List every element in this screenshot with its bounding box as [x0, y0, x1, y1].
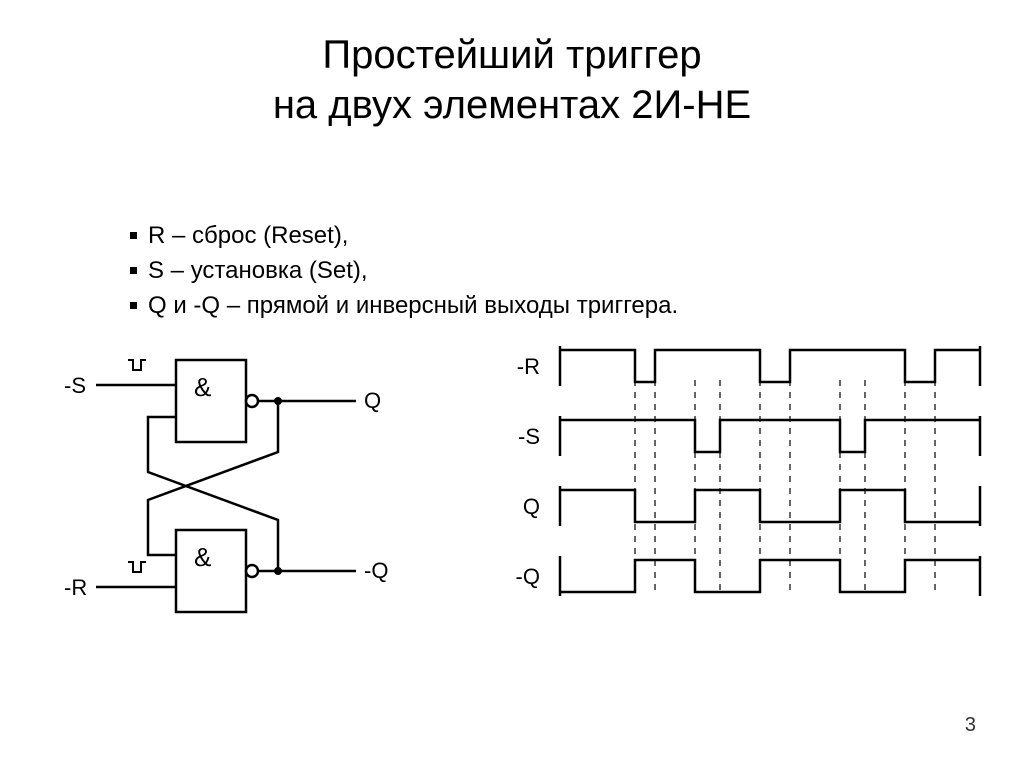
svg-text:-R: -R: [517, 354, 540, 379]
svg-text:Q: Q: [364, 388, 381, 413]
circuit-diagram: & & -S -R Q -Q: [56, 340, 396, 645]
title-line-2: на двух элементах 2И-НЕ: [273, 83, 751, 127]
timing-diagram: -R -S Q -Q: [490, 340, 1000, 645]
svg-text:&: &: [194, 372, 211, 402]
svg-text:-S: -S: [518, 424, 540, 449]
definition-list: R – сброс (Reset), S – установка (Set), …: [90, 219, 678, 323]
svg-text:&: &: [194, 542, 211, 572]
title-line-1: Простейший триггер: [322, 33, 701, 77]
bullet-q: Q и -Q – прямой и инверсный выходы тригг…: [130, 289, 678, 324]
bullet-s: S – установка (Set),: [130, 254, 678, 289]
svg-text:-R: -R: [64, 575, 87, 600]
bullet-r: R – сброс (Reset),: [130, 219, 678, 254]
svg-text:-Q: -Q: [364, 558, 388, 583]
svg-text:-Q: -Q: [516, 564, 540, 589]
svg-text:-S: -S: [64, 373, 86, 398]
svg-text:Q: Q: [523, 494, 540, 519]
slide-title: Простейший триггер на двух элементах 2И-…: [0, 30, 1024, 130]
page-number: 3: [965, 714, 976, 737]
